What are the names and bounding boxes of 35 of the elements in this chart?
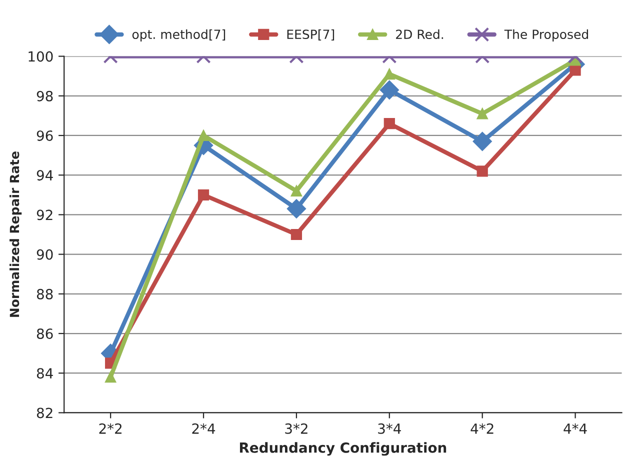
x-axis-title: Redundancy Configuration <box>240 442 446 456</box>
x-tick-label: 4*4 <box>564 423 587 434</box>
y-tick-label: 94 <box>36 170 53 181</box>
point <box>198 130 210 142</box>
y-tick-label: 96 <box>36 130 53 141</box>
legend-label: 2D Red. <box>396 29 444 40</box>
x-tick-label: 4*2 <box>470 423 494 434</box>
point <box>380 80 399 100</box>
y-tick-label: 82 <box>36 408 52 418</box>
y-tick-label: 90 <box>36 249 53 260</box>
x-tick-label: 2*4 <box>192 423 216 434</box>
point <box>570 64 581 76</box>
point <box>384 118 395 130</box>
point <box>290 228 302 240</box>
point <box>472 132 492 151</box>
y-tick-label: 98 <box>36 90 53 102</box>
point <box>198 189 210 200</box>
legend-label: EESP[7] <box>287 29 334 41</box>
x-tick-label: 3*2 <box>285 423 308 434</box>
y-tick-label: 100 <box>28 51 53 62</box>
point <box>290 185 302 196</box>
y-tick-label: 84 <box>36 368 53 379</box>
point <box>476 166 488 177</box>
point <box>105 372 116 383</box>
point <box>384 68 395 80</box>
y-axis-title: Normalized Repair Rate <box>10 152 22 317</box>
legend-label: The Proposed <box>504 29 588 42</box>
point <box>476 108 488 120</box>
y-tick-label: 86 <box>36 328 53 339</box>
legend-label: opt. method[7] <box>132 29 226 42</box>
x-tick-label: 2*2 <box>99 423 122 434</box>
x-tick-label: 3*4 <box>378 423 401 434</box>
y-tick-label: 88 <box>36 288 53 300</box>
point <box>286 199 306 218</box>
y-tick-label: 92 <box>36 210 52 220</box>
